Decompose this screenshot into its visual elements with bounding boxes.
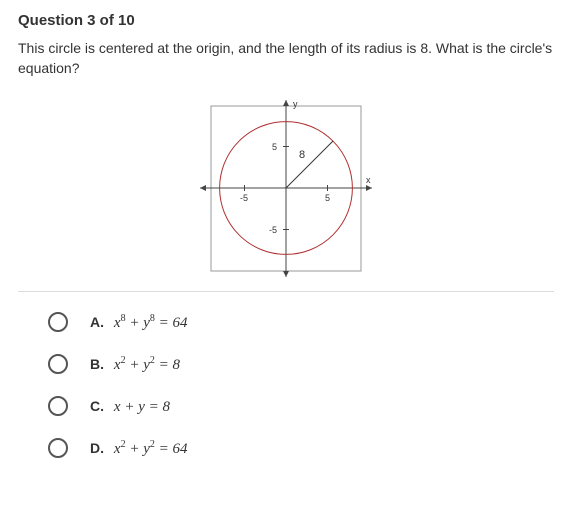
option-a[interactable]: A. x8 + y8 = 64 <box>48 312 554 332</box>
option-b[interactable]: B. x2 + y2 = 8 <box>48 354 554 374</box>
question-header: Question 3 of 10 <box>18 12 554 29</box>
option-c[interactable]: C. x + y = 8 <box>48 396 554 416</box>
option-d[interactable]: D. x2 + y2 = 64 <box>48 438 554 458</box>
circle-graph: y x -5 5 5 -5 8 <box>196 96 376 281</box>
option-d-label: D. x2 + y2 = 64 <box>90 439 187 458</box>
tick-neg5-y: -5 <box>269 225 277 235</box>
radio-icon <box>48 312 68 332</box>
y-axis-label: y <box>293 99 298 109</box>
divider <box>18 291 554 292</box>
tick-neg5-x: -5 <box>240 193 248 203</box>
option-c-label: C. x + y = 8 <box>90 397 170 416</box>
option-a-label: A. x8 + y8 = 64 <box>90 313 187 332</box>
tick-5-x: 5 <box>325 193 330 203</box>
option-b-label: B. x2 + y2 = 8 <box>90 355 180 374</box>
radio-icon <box>48 354 68 374</box>
question-prompt: This circle is centered at the origin, a… <box>18 39 554 78</box>
radio-icon <box>48 438 68 458</box>
options-list: A. x8 + y8 = 64 B. x2 + y2 = 8 C. x + y … <box>18 312 554 458</box>
tick-5-y: 5 <box>272 142 277 152</box>
radio-icon <box>48 396 68 416</box>
figure-container: y x -5 5 5 -5 8 <box>18 96 554 281</box>
x-axis-label: x <box>366 175 371 185</box>
radius-label: 8 <box>299 149 305 161</box>
